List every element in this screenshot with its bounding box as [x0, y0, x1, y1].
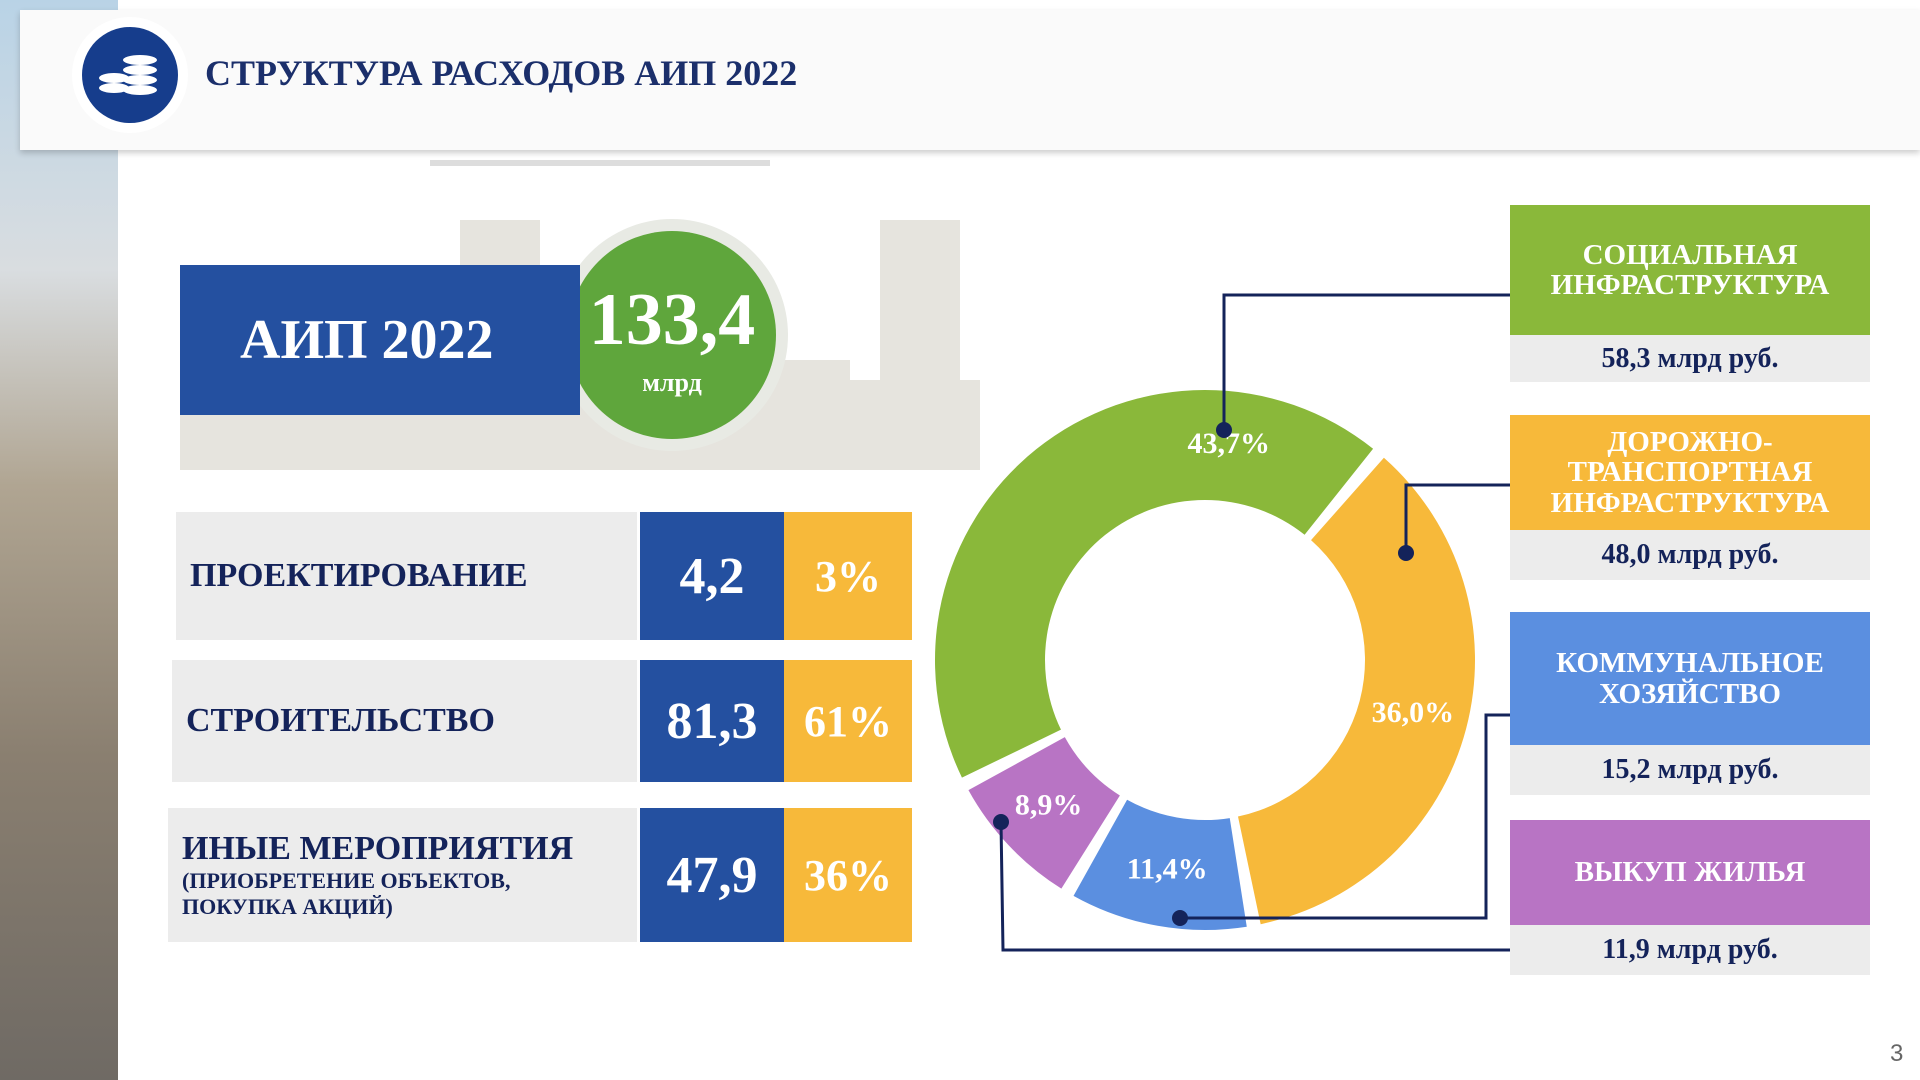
header-bar — [20, 10, 1920, 150]
donut-segment — [1237, 457, 1476, 925]
category-box: СОЦИАЛЬНАЯ ИНФРАСТРУКТУРА — [1510, 205, 1870, 335]
badge — [568, 231, 776, 439]
donut-segment — [1073, 799, 1247, 930]
crane — [430, 160, 770, 166]
row-label: СТРОИТЕЛЬСТВО — [186, 702, 495, 739]
category-box: ВЫКУП ЖИЛЬЯ — [1510, 820, 1870, 925]
row-value: 47,9 — [640, 808, 784, 942]
donut-segment — [934, 389, 1374, 778]
summary-label: АИП 2022 — [180, 265, 580, 415]
row-share: 61% — [784, 660, 912, 782]
side-image — [0, 0, 118, 1080]
row-label: ИНЫЕ МЕРОПРИЯТИЯ — [182, 830, 574, 867]
row-value: 81,3 — [640, 660, 784, 782]
row-label: ПРОЕКТИРОВАНИЕ — [190, 557, 528, 594]
category-amount: 11,9 млрд руб. — [1510, 925, 1870, 975]
coins — [99, 55, 157, 95]
row-label-cell: ПРОЕКТИРОВАНИЕ — [176, 512, 637, 640]
row-share: 36% — [784, 808, 912, 942]
page-number: 3 — [1890, 1040, 1904, 1067]
row-sublabel: (ПРИОБРЕТЕНИЕ ОБЪЕКТОВ, ПОКУПКА АКЦИЙ) — [182, 868, 511, 919]
segment-label: 8,9% — [1015, 788, 1083, 821]
title: СТРУКТУРА РАСХОДОВ АИП 2022 — [205, 53, 798, 93]
row-label-cell: СТРОИТЕЛЬСТВО — [172, 660, 637, 782]
segment-label: 36,0% — [1372, 696, 1455, 729]
segment-label: 11,4% — [1127, 853, 1208, 886]
summary-unit: млрд — [642, 368, 702, 397]
category-amount: 48,0 млрд руб. — [1510, 530, 1870, 580]
summary-amount: 133,4 — [588, 278, 756, 361]
row-value: 4,2 — [640, 512, 784, 640]
category-box: ДОРОЖНО-ТРАНСПОРТНАЯ ИНФРАСТРУКТУРА — [1510, 415, 1870, 530]
row-share: 3% — [784, 512, 912, 640]
icon — [82, 27, 178, 123]
donut-segment — [968, 737, 1120, 889]
category-box: КОММУНАЛЬНОЕ ХОЗЯЙСТВО — [1510, 612, 1870, 745]
category-amount: 15,2 млрд руб. — [1510, 745, 1870, 795]
category-amount: 58,3 млрд руб. — [1510, 335, 1870, 382]
row-label-cell: ИНЫЕ МЕРОПРИЯТИЯ (ПРИОБРЕТЕНИЕ ОБЪЕКТОВ, … — [168, 808, 637, 942]
